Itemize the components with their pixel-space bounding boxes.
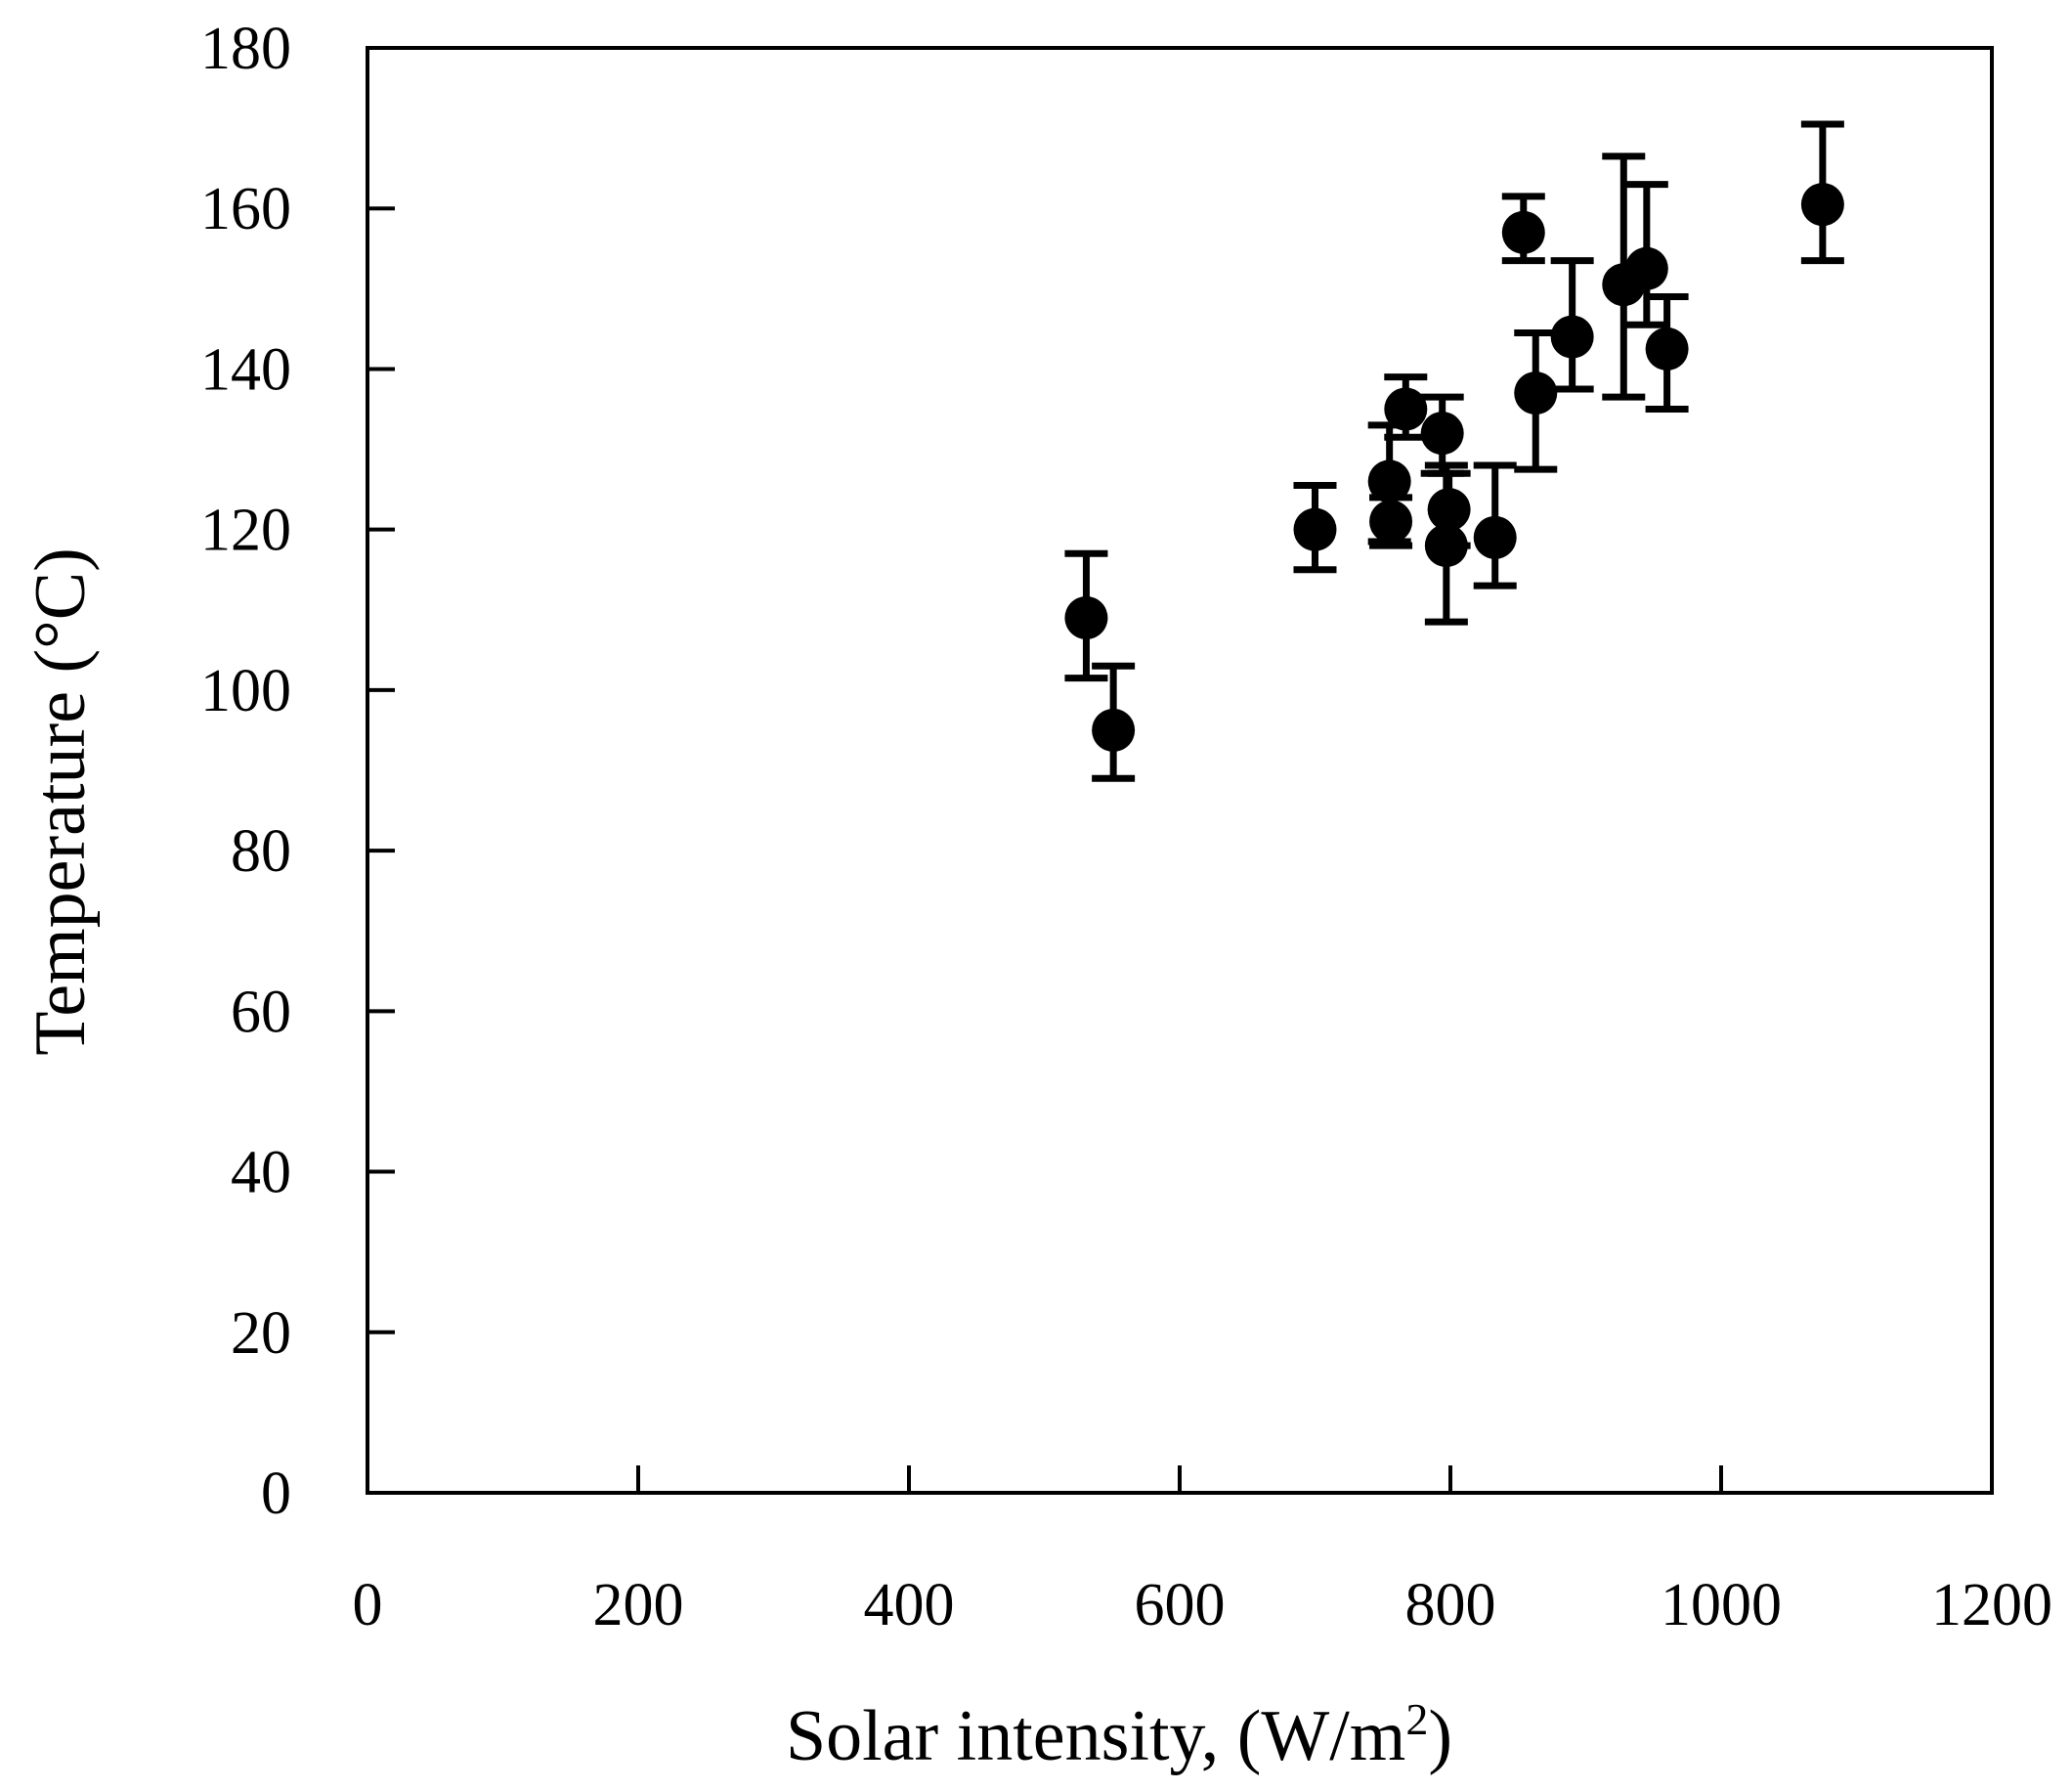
data-point <box>1064 595 1108 639</box>
data-point <box>1800 183 1844 227</box>
x-tick-label: 200 <box>593 1572 684 1638</box>
data-point <box>1645 327 1689 371</box>
data-point <box>1420 412 1464 456</box>
data-point <box>1293 507 1337 551</box>
x-tick-label: 1200 <box>1931 1572 2052 1638</box>
data-point <box>1369 500 1413 544</box>
data-point <box>1473 515 1517 559</box>
x-axis-title: Solar intensity, (W/m2) <box>786 1694 1452 1776</box>
y-tick-label: 40 <box>231 1140 291 1206</box>
x-axis: 0 200 400 600 800 1000 1200 <box>353 1465 2052 1638</box>
y-tick-label: 180 <box>200 16 291 82</box>
data-point <box>1514 371 1558 415</box>
data-point <box>1092 708 1136 752</box>
x-axis-title-superscript: 2 <box>1405 1694 1428 1744</box>
data-point <box>1501 210 1545 254</box>
y-tick-label: 140 <box>200 336 291 403</box>
y-tick-label: 60 <box>231 979 291 1045</box>
data-point <box>1624 246 1668 290</box>
x-tick-label: 0 <box>353 1572 383 1638</box>
data-series <box>1064 120 1844 782</box>
y-tick-label: 160 <box>200 176 291 242</box>
y-tick-label: 0 <box>261 1461 291 1527</box>
x-tick-label: 600 <box>1135 1572 1226 1638</box>
y-axis-title: Temperature (°C) <box>21 547 101 1056</box>
data-point <box>1550 315 1594 359</box>
y-tick-label: 100 <box>200 658 291 724</box>
y-axis: 0 20 40 60 80 100 120 140 160 180 <box>200 16 395 1527</box>
x-axis-title-suffix: ) <box>1428 1696 1452 1776</box>
data-point <box>1427 488 1471 532</box>
x-tick-label: 800 <box>1405 1572 1496 1638</box>
x-tick-label: 400 <box>864 1572 955 1638</box>
data-point <box>1367 459 1411 503</box>
plot-frame <box>366 46 1994 1495</box>
y-tick-label: 80 <box>231 818 291 885</box>
x-tick-label: 1000 <box>1661 1572 1782 1638</box>
data-point <box>1384 387 1428 431</box>
y-tick-label: 20 <box>231 1300 291 1367</box>
y-tick-label: 120 <box>200 498 291 564</box>
